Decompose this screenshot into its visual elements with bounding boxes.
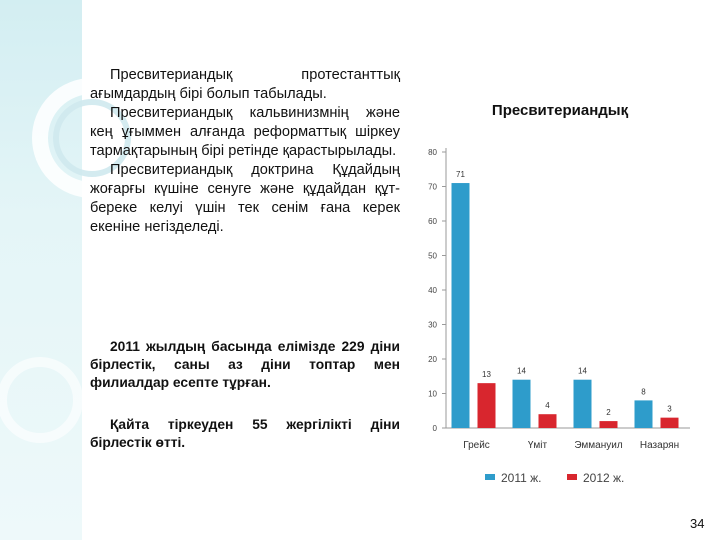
page-number: 34 [690, 516, 705, 531]
x-tick-label: Эммануил [574, 440, 622, 451]
x-tick-label: Үміт [528, 440, 548, 451]
x-tick-label: Грейс [463, 440, 490, 451]
y-tick-label: 70 [428, 183, 437, 192]
statistics-text: 2011 жылдың басында елімізде 229 діни бі… [90, 339, 400, 390]
data-label: 71 [456, 170, 465, 179]
chart-title: Пресвитериандық [491, 102, 629, 119]
bar [573, 379, 592, 428]
y-tick-label: 10 [428, 390, 437, 399]
bar [634, 400, 653, 428]
legend-swatch [567, 474, 577, 480]
y-tick-label: 40 [428, 286, 437, 295]
reregistration-text: Қайта тіркеуден 55 жергілікті діни бірле… [90, 417, 400, 450]
statistics-paragraph: 2011 жылдың басында елімізде 229 діни бі… [90, 338, 400, 392]
data-label: 14 [517, 367, 526, 376]
y-tick-label: 80 [428, 148, 437, 157]
y-tick-label: 60 [428, 217, 437, 226]
legend-swatch [485, 474, 495, 480]
reregistration-paragraph: Қайта тіркеуден 55 жергілікті діни бірле… [90, 416, 400, 452]
y-tick-label: 30 [428, 321, 437, 330]
data-label: 14 [578, 367, 587, 376]
bar [599, 421, 618, 428]
data-label: 2 [606, 408, 611, 417]
y-tick-label: 0 [433, 424, 438, 433]
legend-label: 2011 ж. [501, 471, 542, 485]
x-tick-label: Назарян [640, 440, 679, 451]
data-label: 13 [482, 370, 491, 379]
y-tick-label: 50 [428, 252, 437, 261]
legend-label: 2012 ж. [583, 471, 624, 485]
y-tick-label: 20 [428, 355, 437, 364]
data-label: 8 [641, 387, 646, 396]
bar [477, 383, 496, 428]
bar [538, 414, 557, 428]
intro-text-block: Пресвитериандық протестанттық ағымдардың… [90, 66, 400, 237]
bar [451, 183, 470, 428]
bar [660, 417, 679, 428]
intro-paragraph-1: Пресвитериандық протестанттық ағымдардың… [90, 67, 400, 102]
data-label: 4 [545, 401, 550, 410]
intro-paragraph-3: Пресвитериандық доктрина Құдайдың жоғарғ… [90, 162, 400, 235]
bar [512, 379, 531, 428]
intro-paragraph-2: Пресвитериандық кальвинизмнің және кең ұ… [90, 105, 400, 159]
data-label: 3 [667, 405, 672, 414]
